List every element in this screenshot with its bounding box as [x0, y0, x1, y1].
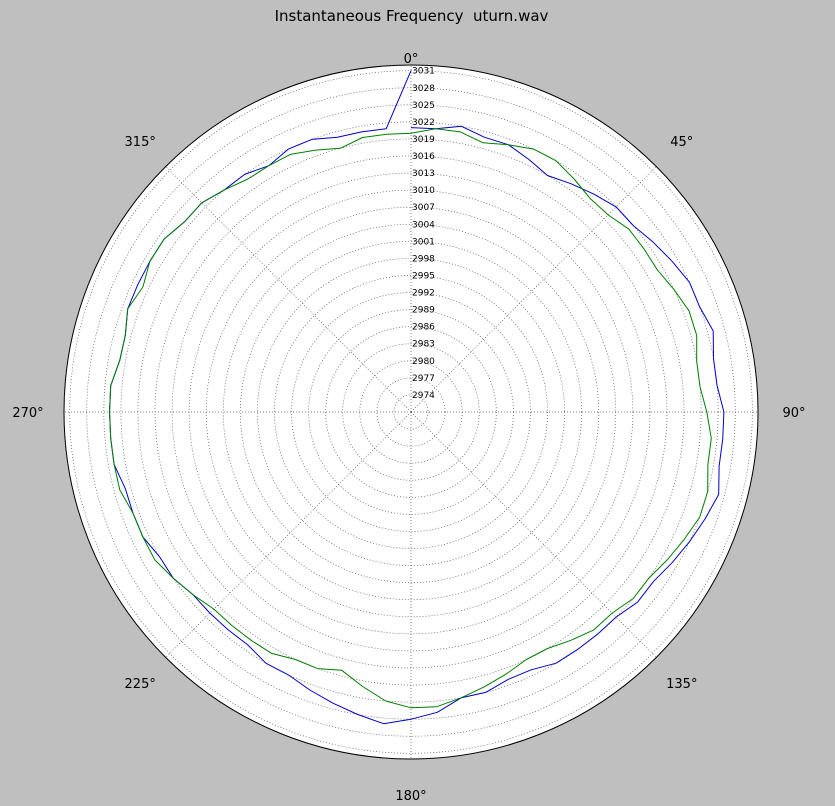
radial-tick-label: 3004	[412, 220, 435, 230]
radial-tick-label: 3031	[412, 67, 435, 77]
radial-tick-label: 3013	[412, 169, 435, 179]
angle-tick-label: 45°	[670, 135, 693, 150]
radial-grid-circle	[171, 172, 651, 652]
radial-tick-label: 2992	[412, 289, 435, 299]
radial-grid-circle	[376, 377, 446, 447]
radial-tick-label: 3022	[412, 118, 435, 128]
series-line-2	[109, 128, 712, 709]
radial-tick-label: 2974	[412, 391, 435, 401]
radial-grid-circle	[325, 326, 497, 498]
radial-tick-label: 3007	[412, 203, 435, 213]
radial-grid-circle	[103, 104, 719, 720]
grid-group	[64, 65, 758, 759]
labels-group: 2974 2977 2980 2983 2986 2989 2992 2995 2998 3001…	[12, 52, 805, 804]
radial-tick-label: 2998	[412, 254, 435, 264]
radial-tick-label: 2983	[412, 340, 435, 350]
radial-tick-label: 3016	[412, 152, 435, 162]
radial-tick-label: 3019	[412, 135, 435, 145]
radial-tick-label: 2989	[412, 306, 435, 316]
angular-grid-line	[410, 166, 657, 413]
radial-tick-label: 3028	[412, 84, 435, 94]
radial-tick-label: 3010	[412, 186, 435, 196]
angle-tick-label: 180°	[395, 789, 426, 804]
radial-grid-circle	[188, 189, 634, 635]
radial-grid-circle	[69, 70, 753, 754]
radial-tick-label: 2986	[412, 323, 435, 333]
angle-tick-label: 225°	[125, 677, 156, 692]
series-group	[63, 64, 759, 760]
radial-tick-label: 3025	[412, 101, 435, 111]
radial-grid-circle	[274, 275, 548, 549]
angle-tick-label: 315°	[125, 135, 156, 150]
radial-grid-circle	[120, 121, 702, 703]
radial-tick-label: 2977	[412, 374, 435, 384]
radial-grid-circle	[222, 223, 600, 601]
angle-tick-label: 90°	[782, 406, 805, 421]
radial-grid-circle	[291, 292, 531, 532]
angle-tick-label: 135°	[666, 677, 697, 692]
angular-grid-line	[165, 166, 412, 413]
radial-grid-circle	[393, 394, 429, 430]
angle-tick-label: 270°	[12, 406, 43, 421]
angle-tick-label: 0°	[404, 52, 419, 67]
radial-grid-circle	[342, 343, 480, 481]
plot-frame	[63, 64, 759, 760]
radial-tick-label: 3001	[412, 237, 435, 247]
angular-grid-line	[410, 411, 657, 658]
radial-tick-label: 2980	[412, 357, 435, 367]
radial-grid-circle	[239, 240, 583, 584]
chart-title: Instantaneous Frequency uturn.wav	[274, 7, 549, 25]
angular-grid-line	[165, 411, 412, 658]
radial-tick-label: 2995	[412, 271, 435, 281]
